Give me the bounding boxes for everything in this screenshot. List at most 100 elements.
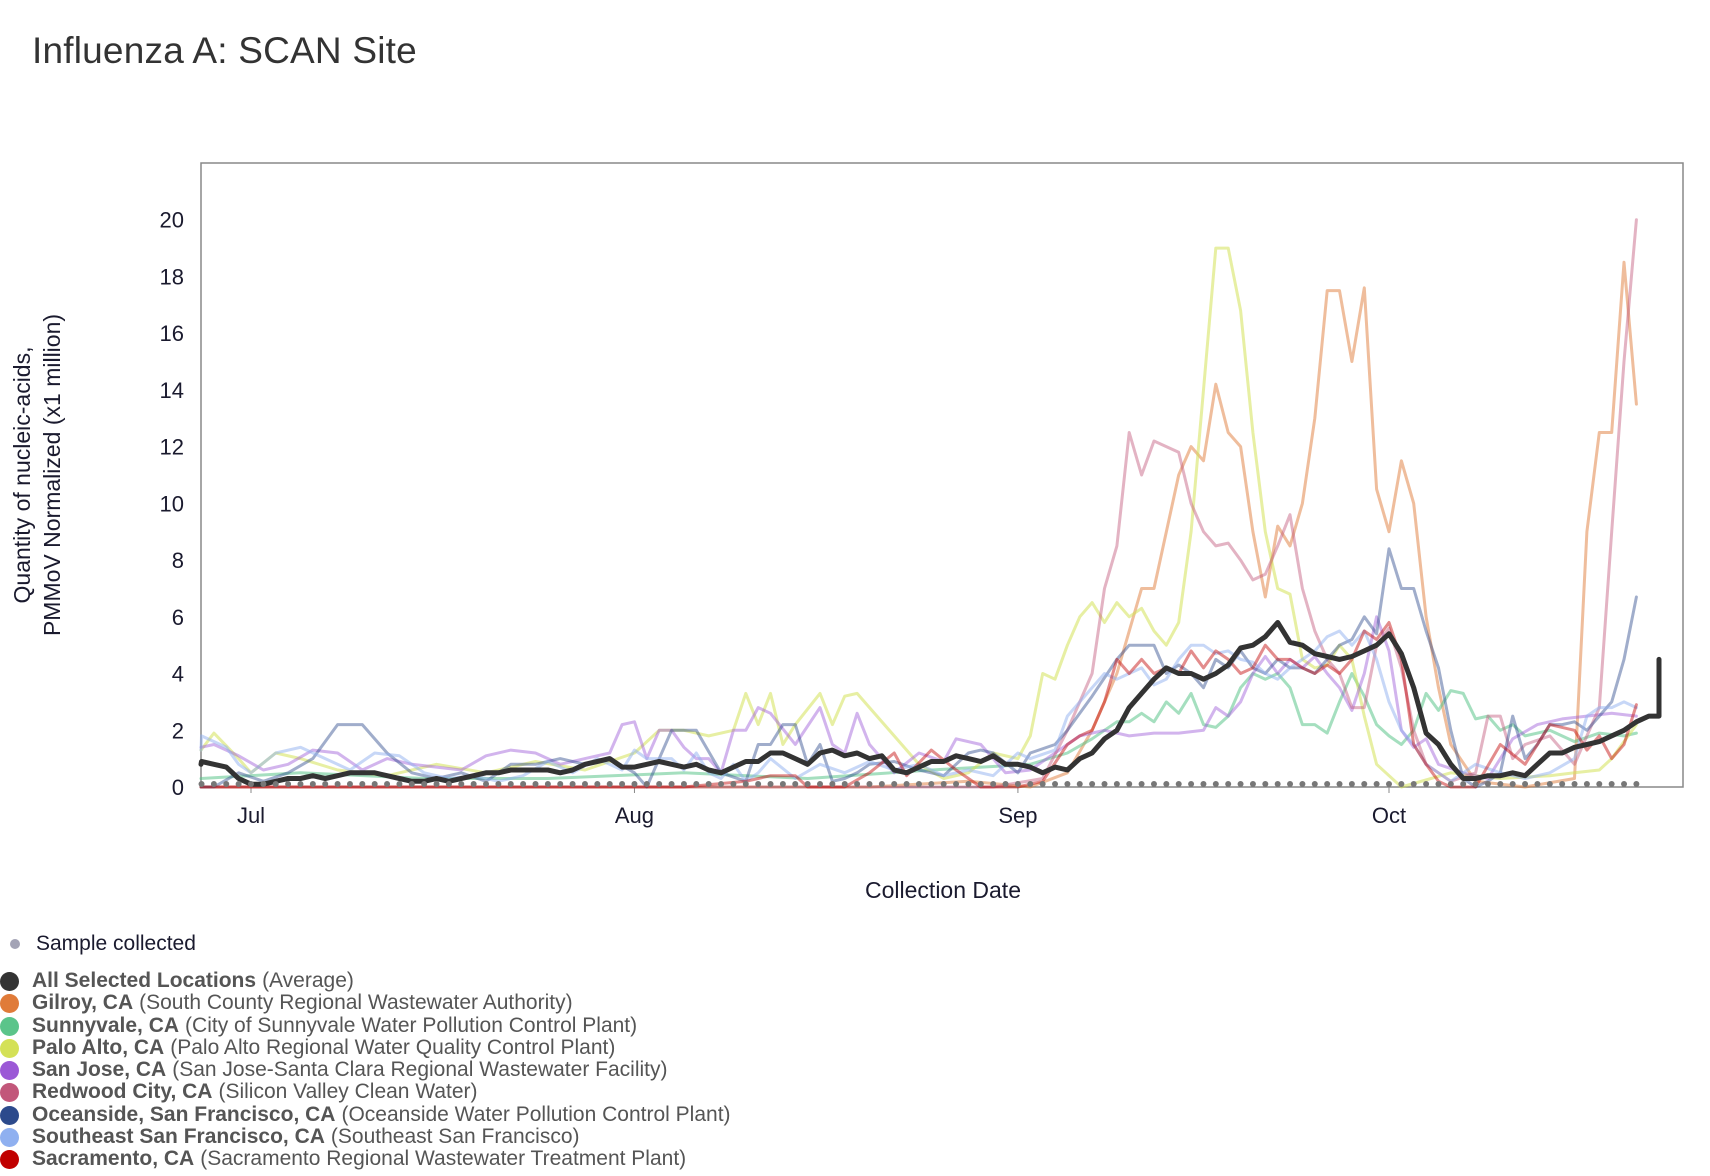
legend-facility-name: (Southeast San Francisco) <box>330 1126 580 1149</box>
sample-collected-dot <box>1014 781 1021 787</box>
x-axis: Jul Aug Sep Oct <box>237 787 1406 828</box>
legend-swatch-icon <box>0 994 19 1014</box>
sample-collected-dot <box>470 781 477 787</box>
sample-collected-dot <box>1089 781 1096 787</box>
sample-collected-dot <box>1522 781 1529 787</box>
sample-collected-dot <box>260 781 267 787</box>
sample-collected-dot <box>384 781 391 787</box>
y-tick-label: 2 <box>172 718 184 743</box>
legend-item[interactable]: Southeast San Francisco, CA (Southeast Sa… <box>0 1126 1700 1148</box>
sample-collected-dot <box>928 781 935 787</box>
legend-item[interactable]: All Selected Locations (Average) <box>0 970 1700 992</box>
y-tick-label: 12 <box>160 435 184 460</box>
sample-collected-dot <box>705 781 712 787</box>
sample-collected-dot <box>903 781 910 787</box>
sample-collected-dot <box>977 781 984 787</box>
legend-item[interactable]: Oceanside, San Francisco, CA (Oceanside W… <box>0 1104 1700 1126</box>
sample-collected-dot <box>1608 781 1615 787</box>
y-tick-label: 14 <box>160 378 184 403</box>
legend-facility-name: (Oceanside Water Pollution Control Plant… <box>341 1103 731 1126</box>
legend-location-name: All Selected Locations (Average) <box>32 970 354 992</box>
y-tick-label: 6 <box>172 605 184 630</box>
sample-collected-dot <box>1484 781 1491 787</box>
sample-collected-dot <box>297 781 304 787</box>
legend-facility-name: (Sacramento Regional Wastewater Treatmen… <box>200 1148 687 1171</box>
line-chart: 0 2 4 6 8 10 12 14 16 18 20 Jul Aug Sep Oct Quantity … <box>9 162 1684 900</box>
sample-collected-legend: Sample collected <box>10 932 196 956</box>
legend-facility-name: (Silicon Valley Clean Water) <box>218 1081 478 1104</box>
sample-collected-dot <box>643 781 650 787</box>
sample-dot-icon <box>10 939 20 950</box>
legend-item[interactable]: San Jose, CA (San Jose-Santa Clara Region… <box>0 1059 1700 1081</box>
sample-collected-dot <box>891 781 898 787</box>
y-tick-label: 16 <box>160 321 184 346</box>
legend-location-name: Sacramento, CA (Sacramento Regional Waste… <box>32 1148 687 1171</box>
legend-location-name: Gilroy, CA (South County Regional Wastewa… <box>32 992 573 1015</box>
sample-collected-dot <box>1410 781 1417 787</box>
sample-collected-dot <box>1559 781 1566 787</box>
sample-collected-dot <box>1348 781 1355 787</box>
sample-collected-dot <box>1188 781 1195 787</box>
series-legend: All Selected Locations (Average) Gilroy, C… <box>0 970 1700 1171</box>
x-tick-label: Sep <box>998 803 1037 828</box>
sample-collected-dot <box>1311 781 1318 787</box>
sample-collected-dot <box>854 781 861 787</box>
sample-collected-dot <box>841 781 848 787</box>
y-tick-label: 20 <box>160 208 184 233</box>
legend-location-name: Palo Alto, CA (Palo Alto Regional Water Q… <box>32 1036 616 1059</box>
series-line-san-jose-ca <box>199 615 1638 780</box>
sample-collected-dot <box>718 781 725 787</box>
legend-swatch-icon <box>0 1150 19 1170</box>
sample-collected-dot <box>1299 781 1306 787</box>
sample-collected-dot <box>1460 781 1467 787</box>
y-tick-label: 0 <box>172 775 184 800</box>
sample-collected-dot <box>1138 781 1145 787</box>
sample-collected-dot <box>1126 781 1133 787</box>
sample-collected-dot <box>866 781 873 787</box>
sample-collected-dot <box>1274 781 1281 787</box>
legend-item[interactable]: Palo Alto, CA (Palo Alto Regional Water Q… <box>0 1037 1700 1059</box>
sample-collected-dot <box>668 781 675 787</box>
sample-collected-dot <box>210 781 217 787</box>
sample-collected-dot <box>569 781 576 787</box>
sample-collected-dot <box>581 781 588 787</box>
sample-collected-dot <box>1423 781 1430 787</box>
sample-collected-dot <box>1596 781 1603 787</box>
sample-collected-dot <box>544 781 551 787</box>
plot-frame <box>200 162 1684 788</box>
legend-facility-name: (Palo Alto Regional Water Quality Contro… <box>170 1036 616 1059</box>
series-line-gilroy-ca <box>199 260 1638 789</box>
sample-collected-dot <box>1175 781 1182 787</box>
sample-collected-label: Sample collected <box>36 932 196 955</box>
series-lines <box>198 218 1662 789</box>
sample-collected-dot <box>1225 781 1232 787</box>
x-axis-label: Collection Date <box>865 877 1021 900</box>
sample-collected-dot <box>755 781 762 787</box>
legend-location-name: Redwood City, CA (Silicon Valley Clean Wa… <box>32 1081 478 1104</box>
sample-collected-dot <box>915 781 922 787</box>
sample-dots <box>198 781 1640 787</box>
x-tick-label: Jul <box>237 803 265 828</box>
legend-item[interactable]: Sacramento, CA (Sacramento Regional Waste… <box>0 1148 1700 1170</box>
sample-collected-dot <box>322 781 329 787</box>
sample-collected-dot <box>223 781 230 787</box>
sample-collected-dot <box>1472 781 1479 787</box>
sample-collected-dot <box>594 781 601 787</box>
sample-collected-dot <box>1262 781 1269 787</box>
legend-item[interactable]: Gilroy, CA (South County Regional Wastewa… <box>0 992 1700 1014</box>
sample-collected-dot <box>680 781 687 787</box>
sample-collected-dot <box>1150 781 1157 787</box>
legend-item[interactable]: Sunnyvale, CA (City of Sunnyvale Water Po… <box>0 1015 1700 1037</box>
legend-item[interactable]: Redwood City, CA (Silicon Valley Clean Wa… <box>0 1081 1700 1103</box>
sample-collected-dot <box>346 781 353 787</box>
sample-collected-dot <box>359 781 366 787</box>
legend-location-name: Sunnyvale, CA (City of Sunnyvale Water Po… <box>32 1014 638 1037</box>
y-axis-label-line1: Quantity of nucleic-acids, <box>9 347 35 604</box>
legend-location-name: Southeast San Francisco, CA (Southeast Sa… <box>32 1126 580 1149</box>
sample-collected-dot <box>940 781 947 787</box>
sample-collected-dot <box>1509 781 1516 787</box>
legend-swatch-icon <box>0 1038 19 1058</box>
legend-swatch-icon <box>0 1061 19 1081</box>
legend-swatch-icon <box>0 1128 19 1148</box>
legend-facility-name: (City of Sunnyvale Water Pollution Contr… <box>185 1014 638 1037</box>
